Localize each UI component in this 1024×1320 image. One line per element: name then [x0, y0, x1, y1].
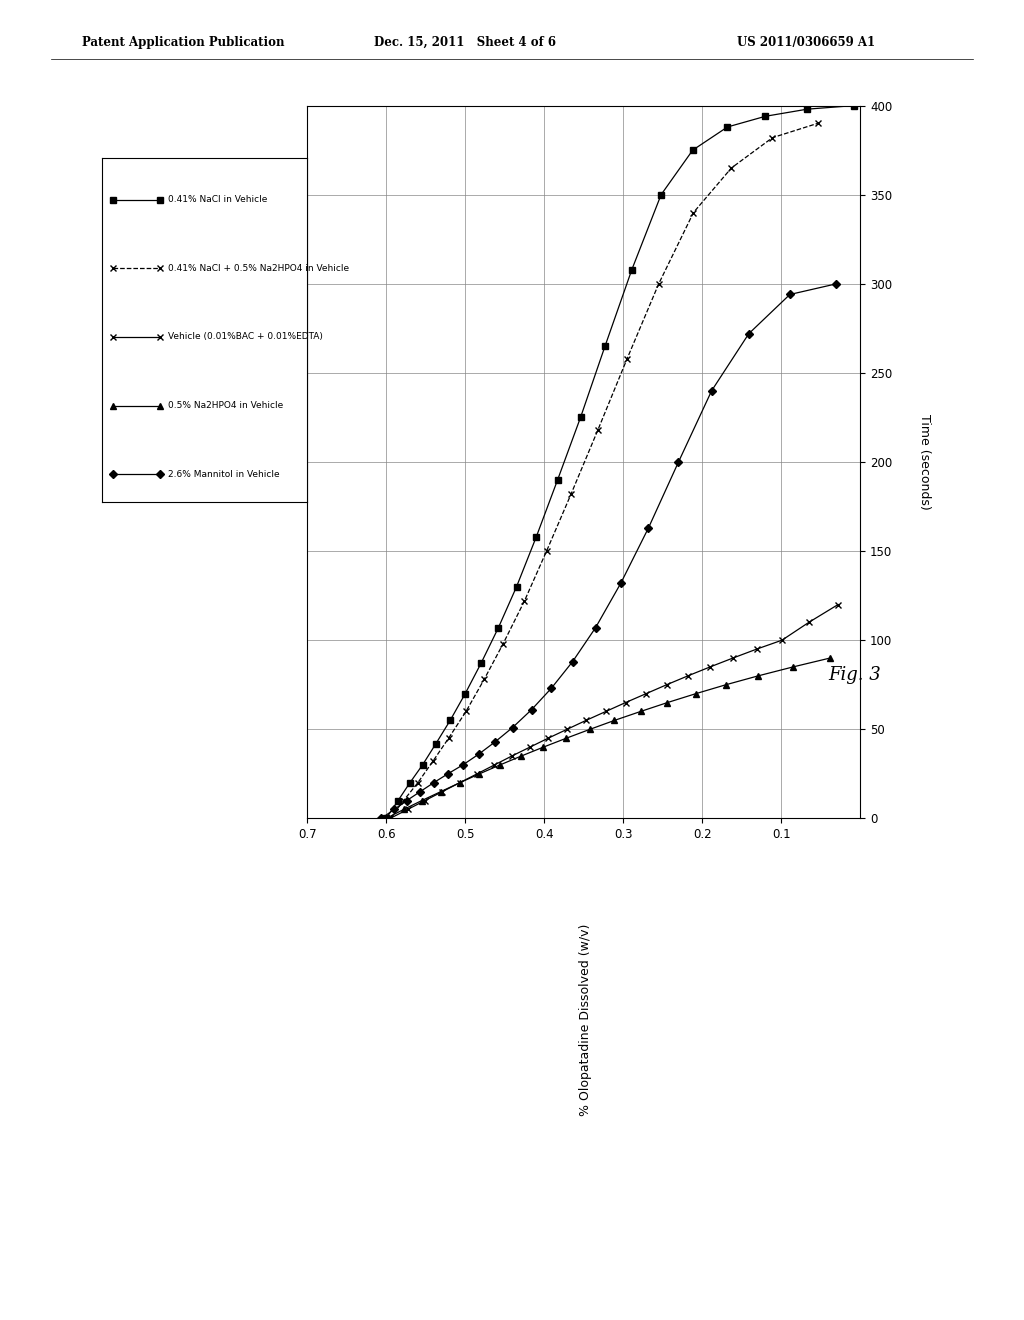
Text: 0.41% NaCl + 0.5% Na2HPO4 in Vehicle: 0.41% NaCl + 0.5% Na2HPO4 in Vehicle — [168, 264, 349, 273]
Text: Dec. 15, 2011   Sheet 4 of 6: Dec. 15, 2011 Sheet 4 of 6 — [374, 36, 556, 49]
Text: 0.41% NaCl in Vehicle: 0.41% NaCl in Vehicle — [168, 195, 267, 205]
Text: 0.5% Na2HPO4 in Vehicle: 0.5% Na2HPO4 in Vehicle — [168, 401, 284, 411]
Text: US 2011/0306659 A1: US 2011/0306659 A1 — [737, 36, 876, 49]
Text: Fig. 3: Fig. 3 — [828, 665, 882, 684]
Text: Patent Application Publication: Patent Application Publication — [82, 36, 285, 49]
Text: Vehicle (0.01%BAC + 0.01%EDTA): Vehicle (0.01%BAC + 0.01%EDTA) — [168, 333, 323, 342]
Y-axis label: Time (seconds): Time (seconds) — [919, 414, 931, 510]
Text: 2.6% Mannitol in Vehicle: 2.6% Mannitol in Vehicle — [168, 470, 280, 479]
Text: % Olopatadine Dissolved (w/v): % Olopatadine Dissolved (w/v) — [580, 924, 592, 1117]
